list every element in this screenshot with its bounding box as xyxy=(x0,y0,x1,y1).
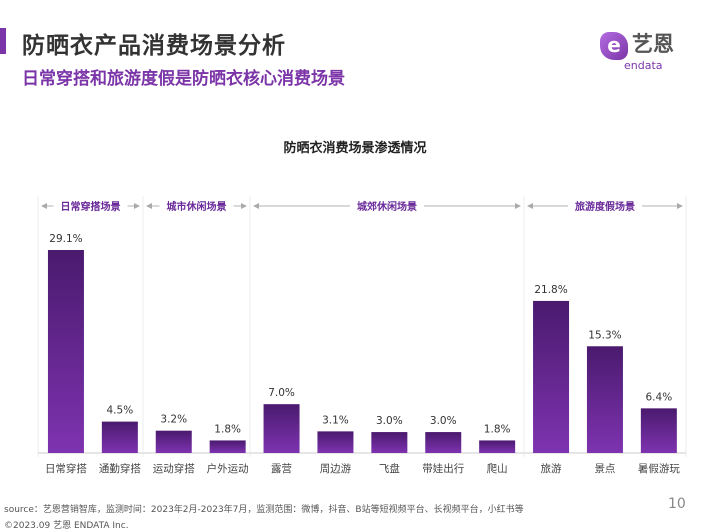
bar xyxy=(640,408,677,453)
category-label: 日常穿搭 xyxy=(45,462,87,475)
chart-title: 防晒衣消费场景渗透情况 xyxy=(283,141,427,156)
bar xyxy=(101,421,138,453)
data-label: 3.0% xyxy=(430,415,457,427)
data-label: 1.8% xyxy=(484,423,511,435)
data-label: 6.4% xyxy=(646,391,673,403)
logo-cn-text: 艺恩 xyxy=(632,32,674,56)
bar xyxy=(47,250,84,453)
arrow-left-icon xyxy=(146,203,152,209)
title-accent-bar xyxy=(0,28,6,54)
category-label: 飞盘 xyxy=(379,462,400,475)
data-label: 29.1% xyxy=(49,233,82,245)
group-label: 城郊休闲场景 xyxy=(357,200,417,213)
arrow-right-icon xyxy=(677,203,683,209)
page-title: 防晒衣产品消费场景分析 xyxy=(22,33,286,59)
data-label: 3.0% xyxy=(376,415,403,427)
data-label: 3.1% xyxy=(322,414,349,426)
category-label: 暑假游玩 xyxy=(638,462,680,475)
category-label: 户外运动 xyxy=(207,462,249,475)
data-label: 4.5% xyxy=(107,405,134,417)
category-label: 运动穿搭 xyxy=(153,462,195,475)
arrow-left-icon xyxy=(253,203,259,209)
data-label: 15.3% xyxy=(588,329,621,341)
data-label: 7.0% xyxy=(268,387,295,399)
arrow-left-icon xyxy=(527,203,533,209)
bar xyxy=(155,430,192,453)
category-label: 露营 xyxy=(271,462,292,475)
group-label: 日常穿搭场景 xyxy=(61,200,121,213)
bar xyxy=(371,432,408,453)
source-note: source：艺恩营销智库，监测时间：2023年2月-2023年7月，监测范围：… xyxy=(4,505,524,515)
arrow-left-icon xyxy=(41,203,47,209)
bar xyxy=(586,346,623,453)
category-label: 带娃出行 xyxy=(422,462,464,475)
category-label: 通勤穿搭 xyxy=(99,462,141,475)
bar xyxy=(533,300,570,453)
data-label: 1.8% xyxy=(214,423,241,435)
logo-mark-icon: e xyxy=(600,32,628,60)
bar xyxy=(209,440,246,453)
arrow-right-icon xyxy=(241,203,247,209)
category-label: 旅游 xyxy=(541,462,562,475)
category-label: 景点 xyxy=(594,463,615,475)
page-number: 10 xyxy=(668,496,686,512)
group-label: 旅游度假场景 xyxy=(575,200,635,213)
category-label: 爬山 xyxy=(487,463,508,475)
data-label: 3.2% xyxy=(160,414,187,426)
arrow-right-icon xyxy=(134,203,140,209)
copyright: ©2023.09 艺恩 ENDATA Inc. xyxy=(4,521,129,531)
bar xyxy=(425,432,462,453)
data-label: 21.8% xyxy=(534,284,567,296)
bar xyxy=(263,404,300,453)
group-label: 城市休闲场景 xyxy=(167,200,227,213)
page-subtitle: 日常穿搭和旅游度假是防晒衣核心消费场景 xyxy=(22,69,345,89)
bar xyxy=(479,440,516,453)
logo-en-text: endata xyxy=(624,59,663,72)
endata-logo: e 艺恩 endata xyxy=(600,28,692,82)
category-label: 周边游 xyxy=(320,462,352,475)
arrow-right-icon xyxy=(515,203,521,209)
bar xyxy=(317,431,354,453)
